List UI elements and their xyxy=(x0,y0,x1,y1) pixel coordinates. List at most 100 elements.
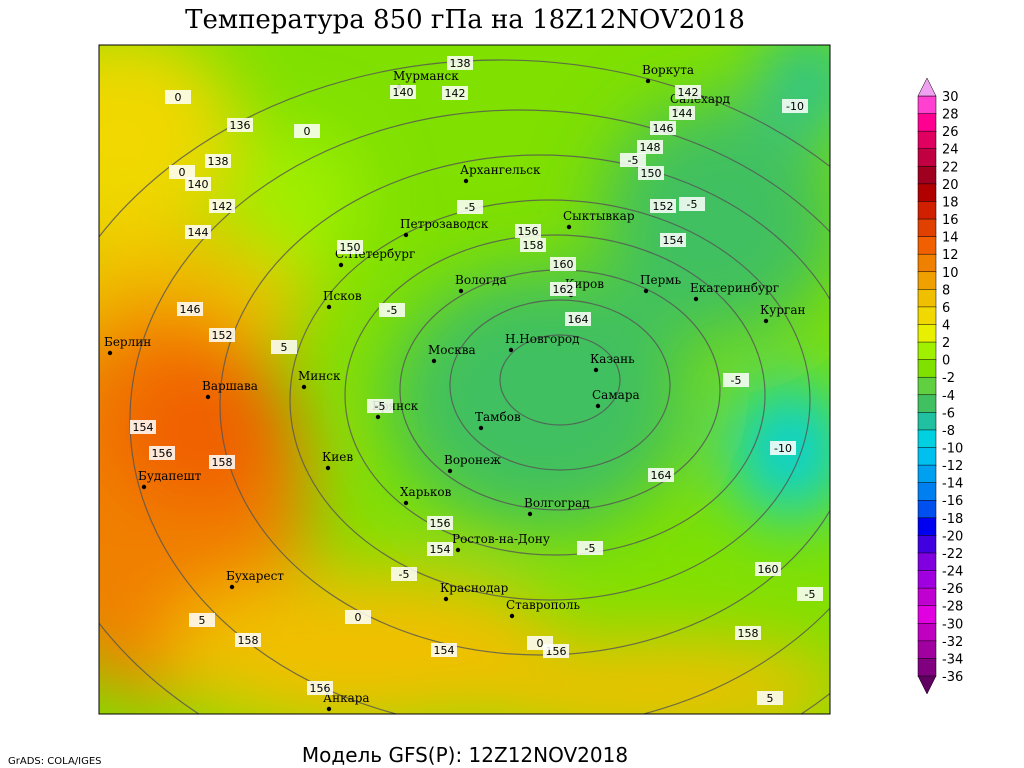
contour-label: 0 xyxy=(175,91,182,104)
city-label: Ставрополь xyxy=(506,598,580,612)
contour-label: 156 xyxy=(310,682,331,695)
contour-label-box xyxy=(271,340,297,354)
contour-label: -5 xyxy=(628,154,639,167)
colorbar-swatch xyxy=(917,113,937,132)
colorbar-label: -14 xyxy=(942,477,963,492)
city-dot xyxy=(463,178,469,184)
city-dot xyxy=(443,596,449,602)
colorbar-label: 24 xyxy=(942,143,959,158)
contour-label: 142 xyxy=(212,200,233,213)
colorbar-label: 14 xyxy=(942,231,959,246)
colorbar-label: 0 xyxy=(942,354,950,369)
colorbar-swatch xyxy=(917,306,937,326)
contour-label: -10 xyxy=(786,100,804,113)
contour-label: 136 xyxy=(230,119,251,132)
colorbar-swatch xyxy=(917,499,937,519)
colorbar-swatch xyxy=(917,447,937,466)
contour-label-box xyxy=(723,373,749,387)
contour-label: 146 xyxy=(180,303,201,316)
city-label: Самара xyxy=(592,388,640,402)
contour-label-box xyxy=(660,233,686,247)
colorbar-label: -34 xyxy=(942,652,963,667)
colorbar-label: -30 xyxy=(942,617,963,632)
contour-label-box xyxy=(189,613,215,627)
colorbar-swatch xyxy=(917,95,937,115)
contour-label-box xyxy=(391,567,417,581)
contour-label: 138 xyxy=(208,155,229,168)
model-caption: Модель GFS(P): 12Z12NOV2018 xyxy=(302,743,628,767)
city-dot xyxy=(301,384,307,390)
contour-label: 154 xyxy=(434,644,455,657)
colorbar-label: -20 xyxy=(942,529,963,544)
contour-label: 5 xyxy=(767,692,774,705)
colorbar-label: -12 xyxy=(942,459,963,474)
contour-label-box xyxy=(577,541,603,555)
contour-label: 144 xyxy=(672,107,693,120)
contour-label-box xyxy=(427,516,453,530)
contour-label: 158 xyxy=(738,627,759,640)
colorbar-swatch xyxy=(917,130,937,150)
colorbar-label: 12 xyxy=(942,248,959,263)
colorbar-swatch xyxy=(917,587,937,607)
contour-label-box xyxy=(675,85,701,99)
colorbar-label: -6 xyxy=(942,406,955,421)
contour-label-box xyxy=(650,121,676,135)
city-dot xyxy=(566,224,572,230)
colorbar-label: -18 xyxy=(942,512,963,527)
city-label: Курган xyxy=(760,303,805,317)
contour-label: 0 xyxy=(537,637,544,650)
colorbar-end xyxy=(917,675,937,695)
city-label: Мурманск xyxy=(393,69,459,83)
colorbar-swatch xyxy=(917,605,937,625)
city-label: Воркута xyxy=(642,63,694,77)
colorbar-swatch xyxy=(917,394,937,414)
city-label: Пермь xyxy=(640,273,682,287)
contour-label: -5 xyxy=(805,588,816,601)
contour-label: 142 xyxy=(445,87,466,100)
contour-label: 142 xyxy=(678,86,699,99)
city-label: Варшава xyxy=(202,379,258,393)
contour-label-box xyxy=(227,118,253,132)
city-label: Сыктывкар xyxy=(563,209,635,223)
contour-label-box xyxy=(755,562,781,576)
contour-label-box xyxy=(650,199,676,213)
contour-label: -5 xyxy=(399,568,410,581)
contour-label-box xyxy=(209,328,235,342)
colorbar-label: 22 xyxy=(942,160,959,175)
colorbar-swatch xyxy=(917,201,937,220)
colorbar-swatch xyxy=(917,324,937,343)
contour-label-box xyxy=(735,626,761,640)
city-dot xyxy=(645,78,651,84)
contour-label: 5 xyxy=(199,614,206,627)
contour-label: 140 xyxy=(393,86,414,99)
map-field xyxy=(99,45,830,714)
colorbar-label: 4 xyxy=(942,318,950,333)
colorbar-swatch xyxy=(917,535,937,554)
contour-label-box xyxy=(337,240,363,254)
colorbar-label: -24 xyxy=(942,565,963,580)
contour-label: -5 xyxy=(465,201,476,214)
contour-label: 150 xyxy=(641,167,662,180)
colorbar-swatch xyxy=(917,341,937,361)
credit: GrADS: COLA/IGES xyxy=(8,756,102,767)
colorbar-label: -36 xyxy=(942,670,963,685)
city-dot xyxy=(593,367,599,373)
contour-label: 0 xyxy=(179,166,186,179)
colorbar-label: -26 xyxy=(942,582,963,597)
contour-label-box xyxy=(638,166,664,180)
contour-label-box xyxy=(177,302,203,316)
contour-label: 156 xyxy=(152,447,173,460)
contour-label-box xyxy=(185,225,211,239)
contour-label: 158 xyxy=(212,456,233,469)
colorbar-swatch xyxy=(917,271,937,291)
contour-label-box xyxy=(515,224,541,238)
city-dot xyxy=(458,288,464,294)
colorbar-swatch xyxy=(917,376,937,396)
contour-label-box xyxy=(209,455,235,469)
contour-label: 160 xyxy=(553,258,574,271)
contour-label: 144 xyxy=(188,226,209,239)
colorbar-label: 10 xyxy=(942,266,959,281)
title: Температура 850 гПа на 18Z12NOV2018 xyxy=(185,5,745,35)
contour-label: 158 xyxy=(523,239,544,252)
contour-label-box xyxy=(345,610,371,624)
